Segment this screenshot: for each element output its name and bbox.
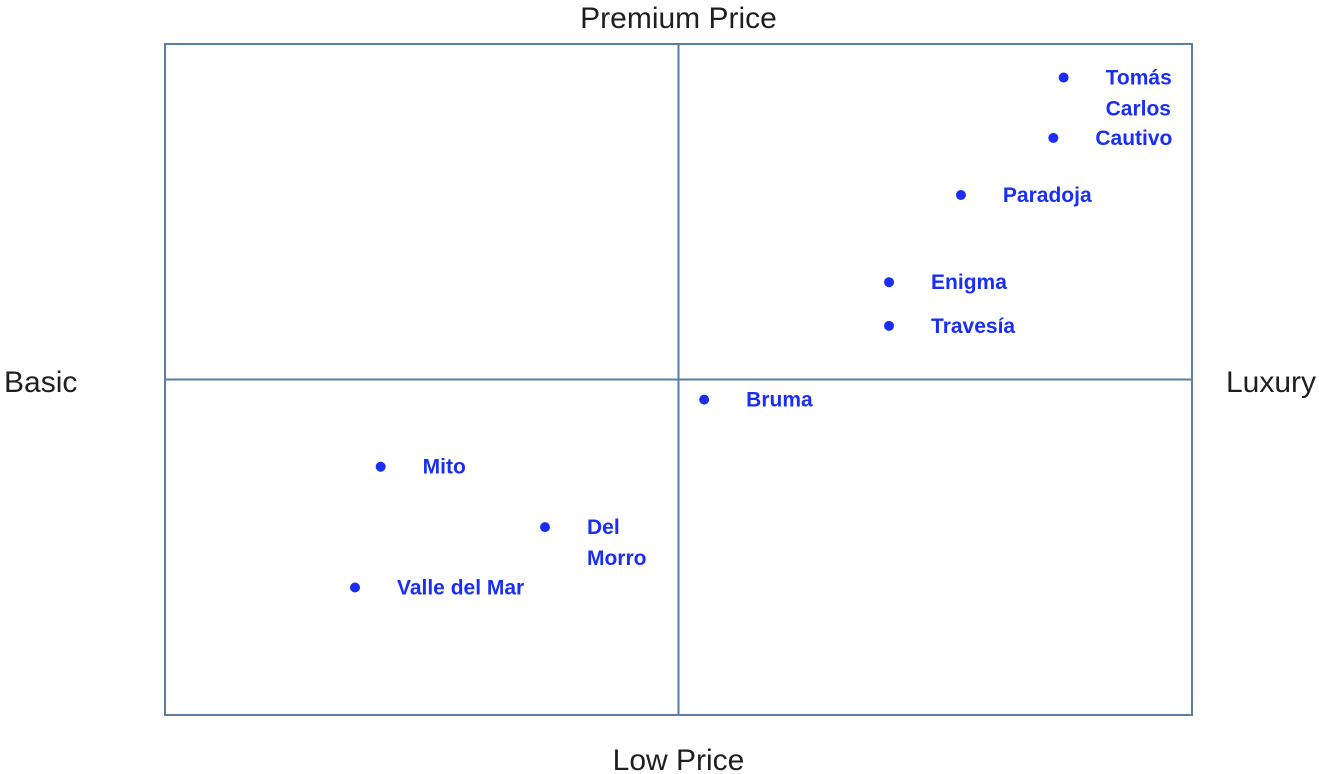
data-point-del-morro — [539, 522, 550, 533]
data-label-del-morro: Del Morro — [587, 516, 647, 570]
data-point-cautivo — [1048, 132, 1059, 143]
data-point-paradoja — [955, 189, 966, 200]
data-label-cautivo: Cautivo — [1095, 127, 1172, 150]
axis-label-right: Luxury — [1226, 366, 1316, 399]
data-label-travesia: Travesía — [931, 315, 1015, 338]
data-label-paradoja: Paradoja — [1003, 184, 1092, 207]
data-point-travesia — [884, 320, 895, 331]
data-label-tomas-carlos: Tomás Carlos — [1106, 67, 1172, 121]
data-label-valle-del-mar: Valle del Mar — [397, 577, 524, 600]
data-point-tomas-carlos — [1058, 72, 1069, 83]
data-label-bruma: Bruma — [746, 389, 813, 412]
data-point-valle-del-mar — [349, 582, 360, 593]
data-label-enigma: Enigma — [931, 271, 1007, 294]
data-point-enigma — [884, 277, 895, 288]
data-point-mito — [375, 461, 386, 472]
data-point-bruma — [699, 394, 710, 405]
data-label-mito: Mito — [423, 456, 466, 479]
axis-label-left: Basic — [4, 366, 77, 399]
axis-label-top: Premium Price — [580, 2, 777, 35]
axis-label-bottom: Low Price — [613, 744, 745, 774]
points-layer: Tomás Carlos Cautivo Paradoja Enigma Travesía… — [349, 67, 1172, 600]
